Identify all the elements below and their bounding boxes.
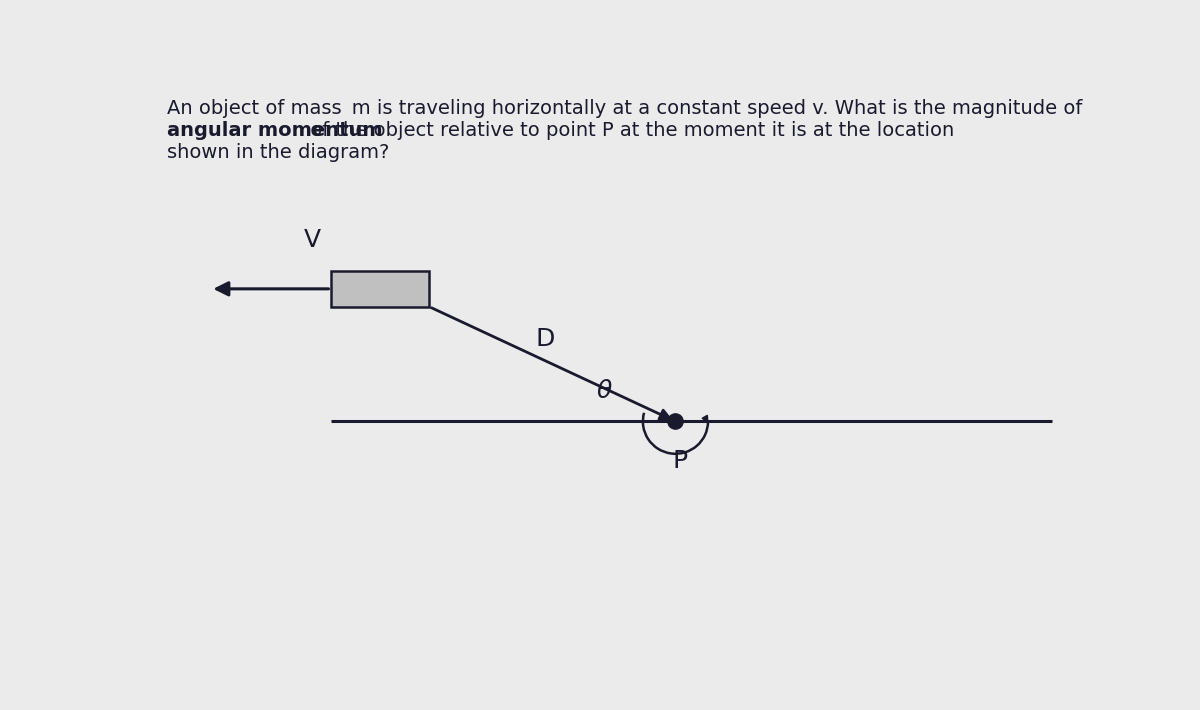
Bar — [331, 271, 430, 307]
Text: θ: θ — [596, 379, 612, 403]
Text: D: D — [535, 327, 554, 351]
Text: An object of mass  m is traveling horizontally at a constant speed v. What is th: An object of mass m is traveling horizon… — [167, 99, 1082, 118]
Text: of the object relative to point P at the moment it is at the location: of the object relative to point P at the… — [305, 121, 955, 140]
Text: V: V — [304, 228, 322, 252]
Text: shown in the diagram?: shown in the diagram? — [167, 143, 389, 162]
Text: angular momentum: angular momentum — [167, 121, 383, 140]
Text: P: P — [672, 449, 688, 473]
